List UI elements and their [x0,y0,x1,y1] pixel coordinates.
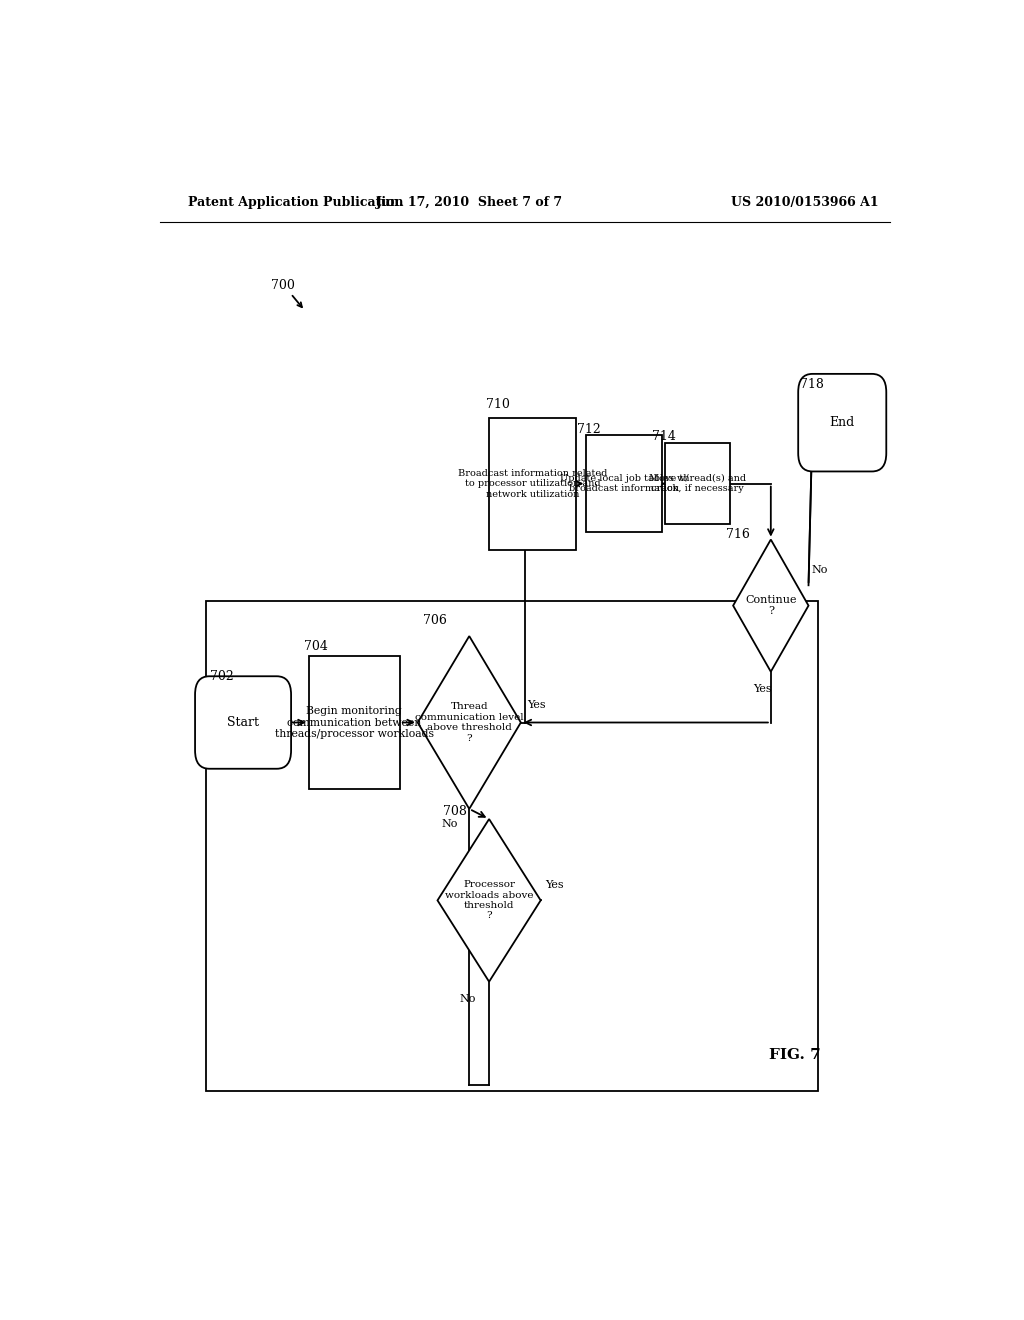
Text: Processor
workloads above
threshold
?: Processor workloads above threshold ? [444,880,534,920]
Text: Thread
communication level
above threshold
?: Thread communication level above thresho… [415,702,523,743]
Text: FIG. 7: FIG. 7 [769,1048,820,1061]
Text: Begin monitoring
communication between
threads/processor workloads: Begin monitoring communication between t… [274,706,434,739]
Text: 704: 704 [304,640,328,653]
Text: No: No [812,565,828,576]
Text: 706: 706 [423,614,447,627]
Text: Start: Start [227,715,259,729]
Text: Broadcast information related
to processor utilization and
network utilization: Broadcast information related to process… [458,469,607,499]
Bar [666,444,730,524]
Text: 702: 702 [210,671,233,684]
Text: 708: 708 [443,805,467,818]
Bar [587,436,662,532]
Text: No: No [460,994,476,1005]
Text: 712: 712 [578,424,601,437]
Text: 700: 700 [270,279,295,292]
Text: Yes: Yes [754,684,772,694]
Text: US 2010/0153966 A1: US 2010/0153966 A1 [731,195,879,209]
FancyBboxPatch shape [798,374,887,471]
Text: Move thread(s) and
crack, if necessary: Move thread(s) and crack, if necessary [649,474,746,494]
Polygon shape [437,818,541,982]
Text: Jun. 17, 2010  Sheet 7 of 7: Jun. 17, 2010 Sheet 7 of 7 [376,195,563,209]
FancyBboxPatch shape [195,676,291,768]
Text: 714: 714 [651,430,676,444]
Text: End: End [829,416,855,429]
Text: No: No [441,818,458,829]
Text: Yes: Yes [546,880,564,890]
Bar [308,656,399,788]
Bar [489,417,577,549]
Polygon shape [418,636,521,809]
Text: Continue
?: Continue ? [745,595,797,616]
Text: 716: 716 [726,528,750,541]
Bar [206,601,818,1092]
Text: Yes: Yes [527,701,546,710]
Text: Update local job tables w/
broadcast information: Update local job tables w/ broadcast inf… [560,474,688,494]
Polygon shape [733,540,809,672]
Text: 710: 710 [485,397,510,411]
Text: 718: 718 [800,378,824,391]
Text: Patent Application Publication: Patent Application Publication [187,195,403,209]
